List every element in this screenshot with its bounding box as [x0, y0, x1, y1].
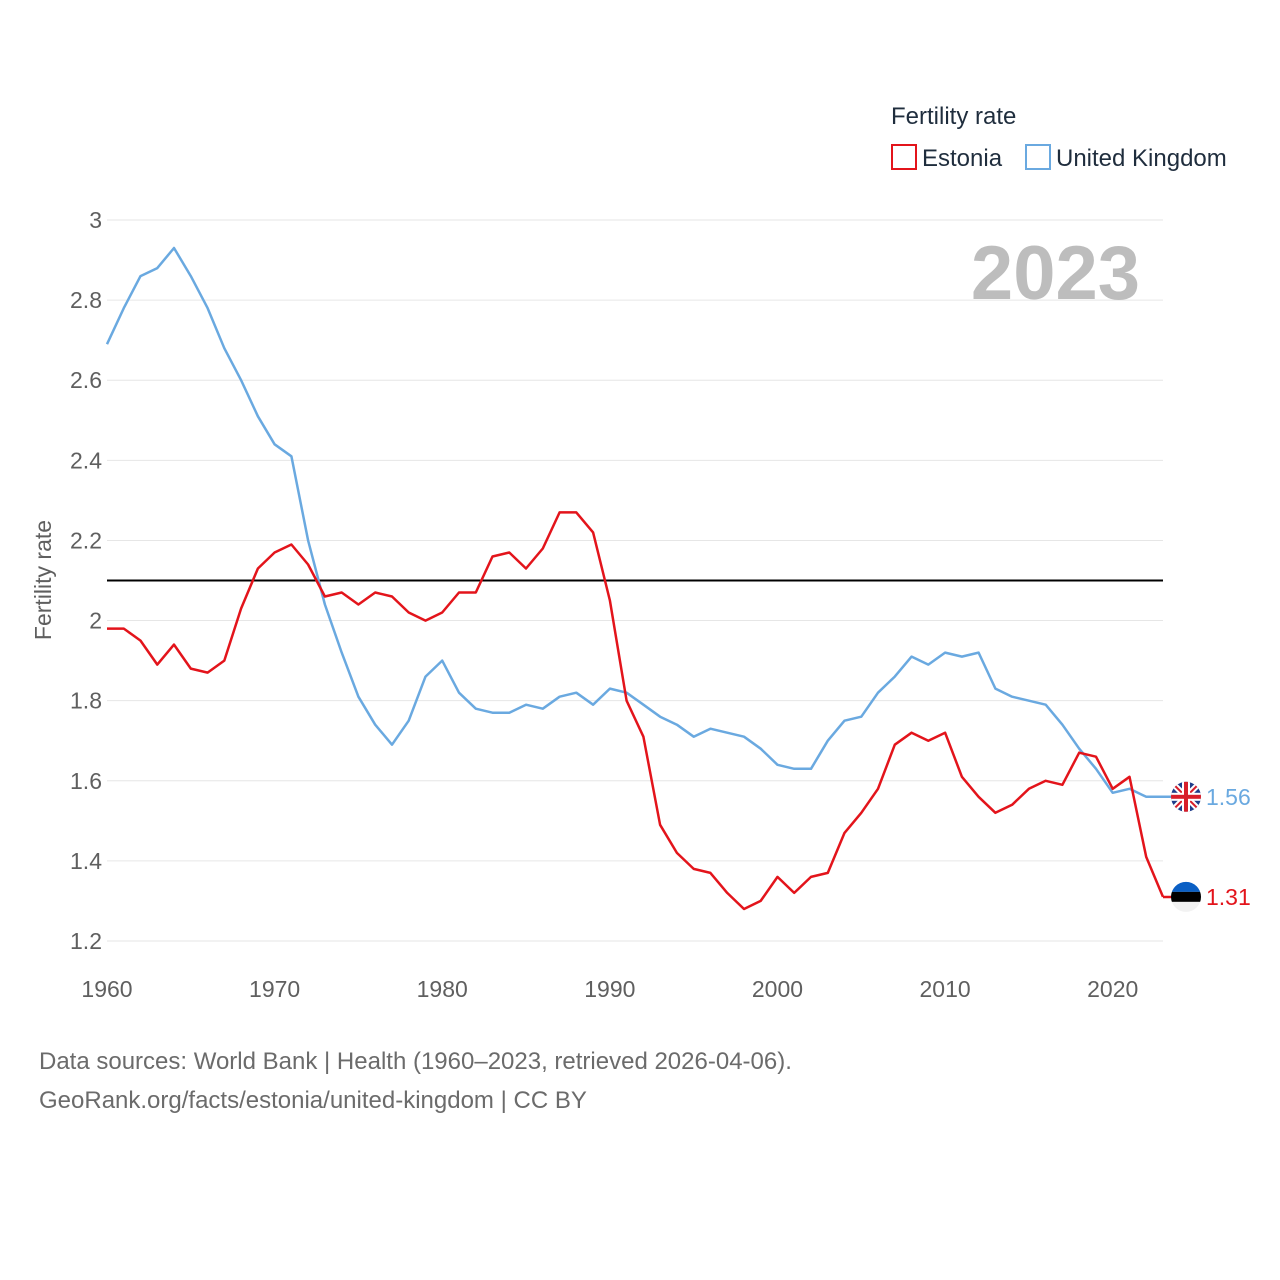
y-tick-label: 3 — [89, 207, 102, 233]
legend-label-estonia[interactable]: Estonia — [922, 145, 1003, 172]
united-kingdom-flag-icon — [1171, 781, 1201, 812]
x-tick-label: 1980 — [417, 976, 468, 1002]
y-tick-label: 2.4 — [70, 447, 102, 473]
gridlines — [107, 219, 1163, 942]
x-tick-label: 2000 — [752, 976, 803, 1002]
y-tick-label: 1.6 — [70, 768, 102, 794]
estonia-flag-icon — [1171, 881, 1201, 912]
y-tick-label: 2 — [89, 608, 102, 634]
series-line-united-kingdom[interactable] — [105, 246, 1163, 799]
y-axis-label: Fertility rate — [30, 520, 56, 640]
x-tick-label: 1990 — [584, 976, 635, 1002]
x-axis-ticks: 1960 1970 1980 1990 2000 2010 2020 — [81, 976, 1138, 1002]
series-line-estonia[interactable] — [107, 511, 1165, 911]
data-sources-text: Data sources: World Bank | Health (1960–… — [39, 1048, 792, 1075]
y-tick-label: 2.2 — [70, 527, 102, 553]
united-kingdom-end-value: 1.56 — [1206, 784, 1251, 810]
current-year-label: 2023 — [971, 231, 1140, 316]
source-url-text[interactable]: GeoRank.org/facts/estonia/united-kingdom… — [39, 1087, 587, 1114]
legend-label-united-kingdom[interactable]: United Kingdom — [1056, 145, 1227, 172]
x-tick-label: 2020 — [1087, 976, 1138, 1002]
uk-end-marker: 1.56 — [1171, 781, 1251, 812]
x-tick-label: 1960 — [81, 976, 132, 1002]
legend-title: Fertility rate — [891, 103, 1016, 130]
y-tick-label: 2.8 — [70, 287, 102, 313]
legend-swatch-estonia — [891, 144, 917, 170]
y-tick-label: 1.8 — [70, 688, 102, 714]
y-axis-ticks: 1.2 1.4 1.6 1.8 2 2.2 2.4 2.6 2.8 3 — [70, 207, 102, 954]
series-lines — [105, 246, 1186, 911]
estonia-end-marker: 1.31 — [1171, 881, 1251, 912]
y-tick-label: 2.6 — [70, 367, 102, 393]
legend[interactable]: Fertility rate Estonia United Kingdom — [891, 103, 1227, 172]
y-tick-label: 1.4 — [70, 848, 102, 874]
y-tick-label: 1.2 — [70, 928, 102, 954]
x-tick-label: 2010 — [920, 976, 971, 1002]
legend-swatch-united-kingdom — [1025, 144, 1051, 170]
x-tick-label: 1970 — [249, 976, 300, 1002]
estonia-end-value: 1.31 — [1206, 884, 1251, 910]
